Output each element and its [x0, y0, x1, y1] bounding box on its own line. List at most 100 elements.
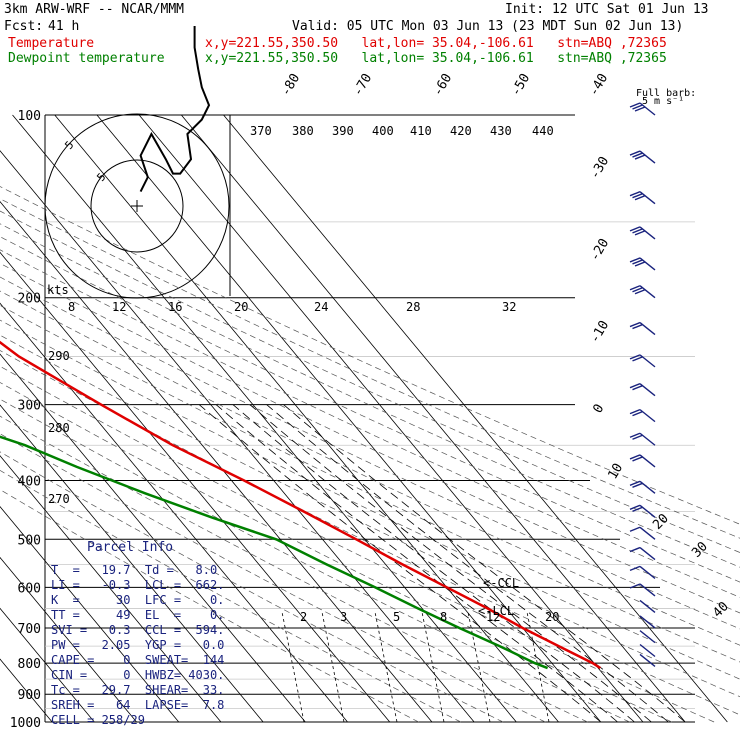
wind-barb-flag: [629, 102, 641, 108]
wind-barb-flag: [634, 106, 646, 112]
mixing-ratio-line: [467, 611, 491, 723]
parcel-row: CELL = 258/29: [51, 713, 145, 727]
dry-adiabat: [0, 451, 504, 723]
wind-barb: [629, 191, 656, 205]
moist-adiabat: [283, 404, 686, 723]
isotherm-label: -30: [587, 154, 612, 182]
dry-adiabat-label: 270: [48, 492, 70, 506]
hodograph-speed-tick: 32: [502, 300, 516, 314]
pressure-tick-label: 900: [18, 688, 41, 703]
wind-barb: [639, 599, 656, 614]
pressure-tick-label: 500: [18, 533, 41, 548]
wind-barb-flag: [632, 356, 643, 362]
isotherm-line: [0, 455, 222, 723]
isotherm-label: -50: [508, 71, 533, 99]
isotherm-line: [0, 353, 306, 723]
temperature-location: x,y=221.55,350.50 lat,lon= 35.04,-106.61…: [205, 36, 667, 51]
dry-adiabat: [0, 382, 673, 723]
wind-barb-flag: [632, 410, 643, 417]
dry-adiabat: [0, 186, 740, 525]
isotherm-label: -20: [587, 236, 612, 264]
wind-barb-flag: [629, 321, 641, 328]
parcel-row: TT = 49 EL = 0.: [51, 608, 225, 622]
wind-barb: [629, 480, 656, 494]
wind-barb-shaft: [639, 653, 656, 667]
hodograph-speed-tick: 24: [314, 300, 328, 314]
wind-barb-flag: [632, 193, 643, 199]
wind-barb: [629, 565, 656, 579]
wind-barb-flag: [629, 150, 641, 156]
wind-barb-flag: [629, 354, 641, 360]
theta-e-label: 390: [332, 124, 354, 138]
wind-barb-flag: [629, 432, 641, 438]
hodograph-speed-tick: 8: [68, 300, 75, 314]
dry-adiabat: [0, 365, 715, 723]
wind-barb-flag: [629, 480, 641, 486]
hodograph-ring: [44, 113, 230, 299]
wind-barb-flag: [629, 546, 641, 553]
hodograph-speed-tick: 20: [234, 300, 248, 314]
isotherm-line: [0, 302, 348, 723]
model-title: 3km ARW-WRF -- NCAR/MMM: [4, 2, 185, 17]
isotherm-label: -70: [350, 71, 375, 99]
wind-barb-shaft: [639, 526, 656, 540]
dewpoint-location: x,y=221.55,350.50 lat,lon= 35.04,-106.61…: [205, 51, 667, 66]
mixing-ratio-line: [421, 611, 445, 723]
pressure-tick-label: 200: [18, 292, 41, 307]
dry-adiabat: [0, 398, 630, 723]
wind-barb-flag: [629, 565, 641, 572]
wind-barb: [629, 408, 656, 423]
parcel-info-title: Parcel Info: [87, 540, 174, 555]
isotherm-line: [0, 506, 180, 723]
wind-barb: [629, 454, 656, 468]
isotherm-label: -80: [278, 71, 303, 99]
wind-barb: [629, 321, 656, 336]
parcel-row: PW = 2.05 YGP = 0.0: [51, 638, 225, 652]
pressure-tick-label: 600: [18, 581, 41, 596]
wind-barb-flag: [632, 323, 643, 330]
dry-adiabat: [0, 236, 740, 583]
wind-barb: [629, 102, 656, 116]
wind-barb-shaft: [639, 565, 656, 579]
fcst-value: 41 h: [48, 19, 80, 34]
hodograph-speed-tick: 16: [168, 300, 182, 314]
isotherm-label: 30: [689, 539, 711, 561]
isotherm-line: [223, 114, 728, 723]
chart-grid: [0, 114, 740, 723]
isotherm-label: 10: [605, 461, 626, 482]
wind-barb: [629, 526, 656, 540]
hodograph-speed-tick: 28: [406, 300, 420, 314]
chart-series: [0, 340, 601, 670]
isotherm-label: -40: [586, 71, 611, 99]
wind-barb: [639, 643, 656, 658]
mixing-ratio-line: [281, 611, 305, 723]
wind-barb-flag: [634, 230, 646, 236]
theta-e-label: 410: [410, 124, 432, 138]
barb-legend-title: Full barb:: [636, 88, 696, 99]
dry-adiabat: [0, 415, 588, 723]
moist-adiabat: [249, 404, 652, 723]
wind-barb-shaft: [639, 643, 656, 658]
wind-barb: [629, 546, 656, 561]
wind-barb-flag: [632, 482, 643, 488]
theta-e-label: 400: [372, 124, 394, 138]
wind-barb: [629, 285, 656, 299]
temperature-legend: Temperature: [8, 36, 95, 51]
wind-barb-shaft: [639, 583, 656, 597]
hodograph-speed-tick: 12: [112, 300, 126, 314]
mixing-ratio-line: [526, 611, 550, 723]
wind-barb-flag: [629, 191, 641, 197]
moist-adiabat: [232, 404, 635, 723]
isotherm-line: [54, 114, 559, 723]
wind-barb: [629, 150, 656, 164]
wind-barb: [629, 583, 656, 597]
isotherm-line: [181, 114, 686, 723]
wind-barb-flag: [629, 383, 641, 389]
lcl-marker: <-LCL: [478, 604, 514, 618]
parcel-row: SVI = 0.3 CCL = 594.: [51, 623, 225, 637]
valid-time: Valid: 05 UTC Mon 03 Jun 13 (23 MDT Sun …: [292, 19, 684, 34]
mixing-ratio-label: 8: [440, 610, 447, 624]
hodograph-ring-label: 5: [94, 170, 108, 183]
mixing-ratio-label: 3: [340, 610, 347, 624]
isotherm-label: -10: [587, 318, 612, 346]
